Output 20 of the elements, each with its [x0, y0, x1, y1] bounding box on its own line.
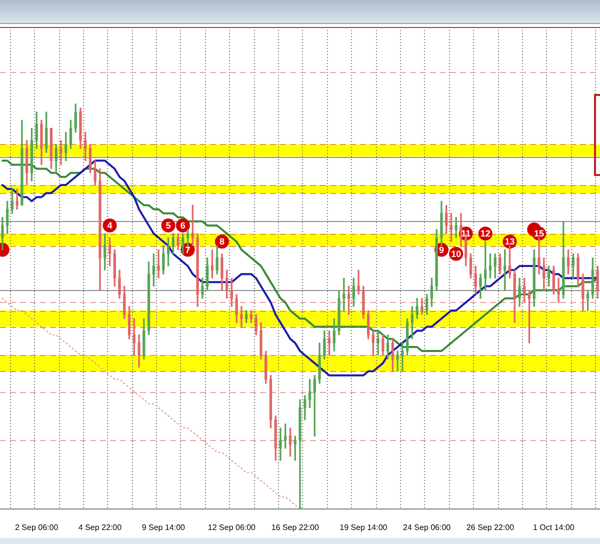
annotation: 7 — [185, 244, 190, 255]
annotation: 4 — [107, 220, 112, 230]
annotation: 15 — [534, 228, 544, 239]
annotation: 6 — [180, 220, 186, 230]
x-tick-label: 1 Oct 14:00 — [532, 523, 575, 532]
x-tick-label: 16 Sep 22:00 — [271, 523, 320, 532]
annotation: 11 — [461, 228, 471, 239]
x-tick-label: 26 Sep 22:00 — [466, 523, 515, 532]
annotation: 10 — [451, 248, 462, 259]
x-tick-label: 12 Sep 06:00 — [208, 523, 256, 532]
x-tick-label: 9 Sep 14:00 — [142, 523, 186, 532]
annotation: 13 — [504, 236, 515, 247]
annotation: 9 — [438, 244, 444, 255]
x-tick-label: 24 Sep 06:00 — [403, 523, 452, 532]
annotation: 8 — [219, 236, 224, 247]
x-tick-label: 4 Sep 22:00 — [78, 523, 122, 532]
x-tick-label: 2 Sep 06:00 — [15, 523, 59, 532]
annotation: 5 — [166, 220, 171, 230]
annotation: 12 — [480, 228, 490, 239]
x-tick-label: 19 Sep 14:00 — [340, 523, 388, 532]
